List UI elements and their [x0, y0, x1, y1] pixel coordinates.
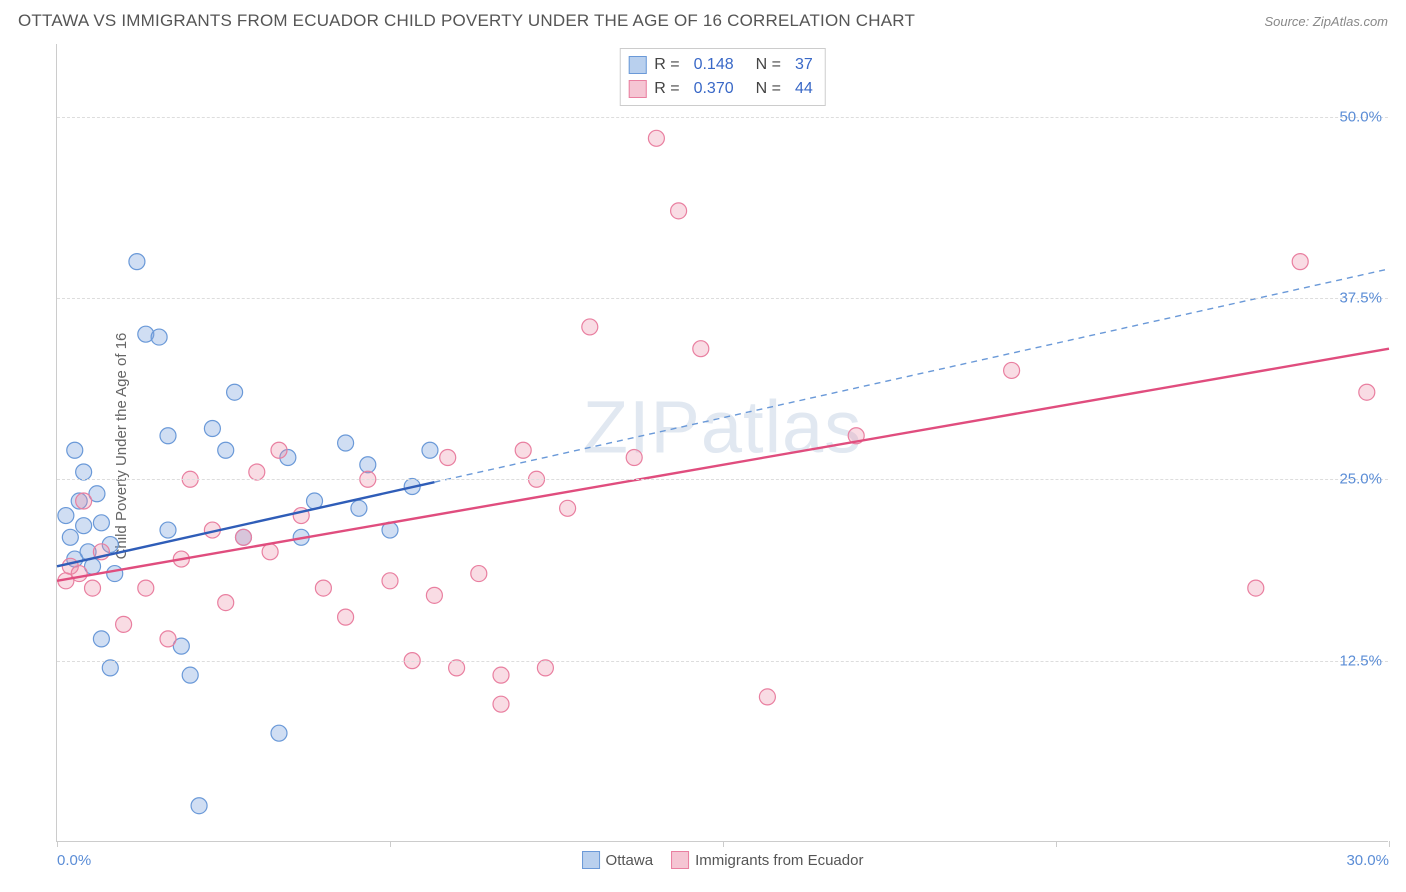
- data-point: [76, 518, 92, 534]
- data-point: [1004, 362, 1020, 378]
- x-tick-label: 0.0%: [57, 852, 91, 869]
- data-point: [76, 464, 92, 480]
- data-point: [218, 595, 234, 611]
- data-point: [338, 435, 354, 451]
- data-point: [102, 660, 118, 676]
- legend-swatch: [582, 851, 600, 869]
- x-tick: [57, 841, 58, 847]
- legend-item: Immigrants from Ecuador: [671, 851, 863, 869]
- data-point: [759, 689, 775, 705]
- legend-r-value: 0.370: [694, 77, 734, 101]
- data-point: [93, 631, 109, 647]
- stats-legend: R = 0.148 N = 37 R = 0.370 N = 44: [619, 48, 826, 106]
- scatter-plot-svg: [57, 44, 1388, 841]
- legend-label: Ottawa: [606, 852, 654, 869]
- data-point: [315, 580, 331, 596]
- gridline: [57, 479, 1388, 480]
- legend-n-value: 37: [795, 53, 813, 77]
- data-point: [582, 319, 598, 335]
- x-tick-label: 30.0%: [1346, 852, 1389, 869]
- x-tick: [390, 841, 391, 847]
- data-point: [62, 529, 78, 545]
- chart-header: OTTAWA VS IMMIGRANTS FROM ECUADOR CHILD …: [0, 0, 1406, 38]
- data-point: [449, 660, 465, 676]
- legend-r-label: R =: [654, 53, 679, 77]
- data-point: [671, 203, 687, 219]
- data-point: [422, 442, 438, 458]
- data-point: [560, 500, 576, 516]
- data-point: [204, 420, 220, 436]
- data-point: [626, 450, 642, 466]
- data-point: [160, 428, 176, 444]
- data-point: [71, 566, 87, 582]
- data-point: [218, 442, 234, 458]
- data-point: [93, 515, 109, 531]
- data-point: [493, 667, 509, 683]
- data-point: [138, 580, 154, 596]
- data-point: [471, 566, 487, 582]
- data-point: [160, 631, 176, 647]
- data-point: [129, 254, 145, 270]
- chart-title: OTTAWA VS IMMIGRANTS FROM ECUADOR CHILD …: [18, 11, 915, 31]
- data-point: [235, 529, 251, 545]
- data-point: [151, 329, 167, 345]
- data-point: [182, 667, 198, 683]
- data-point: [271, 442, 287, 458]
- data-point: [648, 130, 664, 146]
- series-legend: Ottawa Immigrants from Ecuador: [582, 851, 864, 869]
- data-point: [191, 798, 207, 814]
- data-point: [107, 566, 123, 582]
- x-tick: [723, 841, 724, 847]
- data-point: [227, 384, 243, 400]
- chart-plot-area: ZIPatlas R =0.148N =37R =0.370N =44 Otta…: [56, 44, 1388, 842]
- data-point: [76, 493, 92, 509]
- data-point: [1359, 384, 1375, 400]
- trend-line-extension: [434, 269, 1389, 482]
- data-point: [160, 522, 176, 538]
- y-tick-label: 50.0%: [1339, 108, 1382, 125]
- legend-swatch: [628, 80, 646, 98]
- legend-item: Ottawa: [582, 851, 654, 869]
- data-point: [693, 341, 709, 357]
- data-point: [1248, 580, 1264, 596]
- y-tick-label: 12.5%: [1339, 652, 1382, 669]
- legend-r-value: 0.148: [694, 53, 734, 77]
- data-point: [58, 508, 74, 524]
- data-point: [116, 616, 132, 632]
- legend-swatch: [671, 851, 689, 869]
- data-point: [382, 573, 398, 589]
- data-point: [262, 544, 278, 560]
- gridline: [57, 661, 1388, 662]
- data-point: [351, 500, 367, 516]
- data-point: [338, 609, 354, 625]
- data-point: [271, 725, 287, 741]
- data-point: [1292, 254, 1308, 270]
- legend-stat-row: R = 0.370 N = 44: [628, 77, 813, 101]
- data-point: [426, 587, 442, 603]
- data-point: [249, 464, 265, 480]
- data-point: [67, 442, 83, 458]
- x-tick: [1389, 841, 1390, 847]
- x-tick: [1056, 841, 1057, 847]
- data-point: [440, 450, 456, 466]
- data-point: [515, 442, 531, 458]
- y-tick-label: 25.0%: [1339, 471, 1382, 488]
- data-point: [360, 457, 376, 473]
- legend-swatch: [628, 56, 646, 74]
- legend-n-label: N =: [756, 53, 781, 77]
- legend-label: Immigrants from Ecuador: [695, 852, 863, 869]
- legend-r-label: R =: [654, 77, 679, 101]
- legend-n-label: N =: [756, 77, 781, 101]
- data-point: [493, 696, 509, 712]
- gridline: [57, 117, 1388, 118]
- data-point: [537, 660, 553, 676]
- y-tick-label: 37.5%: [1339, 289, 1382, 306]
- legend-stat-row: R = 0.148 N = 37: [628, 53, 813, 77]
- legend-n-value: 44: [795, 77, 813, 101]
- chart-source: Source: ZipAtlas.com: [1264, 14, 1388, 29]
- data-point: [85, 580, 101, 596]
- gridline: [57, 298, 1388, 299]
